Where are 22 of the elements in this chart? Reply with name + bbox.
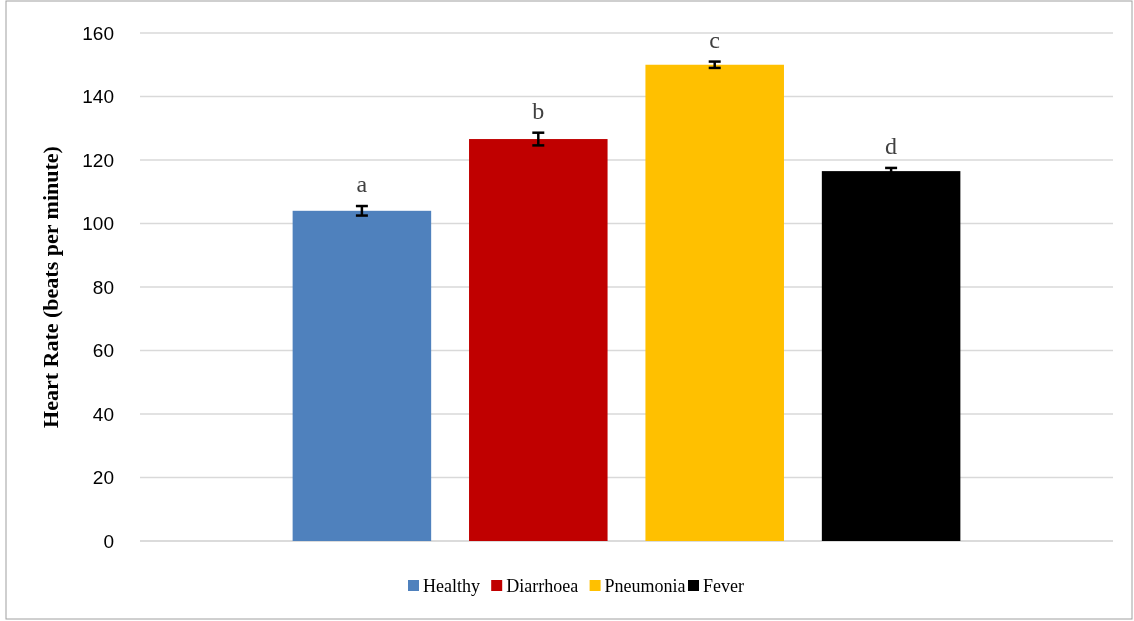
annotation: d — [885, 132, 898, 159]
annotation: b — [532, 97, 545, 124]
y-tick-label: 40 — [92, 403, 114, 425]
y-tick-label: 80 — [92, 276, 114, 298]
annotation: a — [356, 171, 368, 198]
y-tick-label: 100 — [82, 213, 114, 235]
bar — [469, 139, 608, 541]
y-tick-label: 140 — [82, 86, 114, 108]
y-tick-label: 60 — [92, 340, 114, 362]
y-axis-title: Heart Rate (beats per minute) — [38, 146, 63, 428]
legend-label: Fever — [703, 576, 744, 597]
y-tick-label: 20 — [92, 467, 114, 489]
legend-label: Pneumonia — [604, 576, 686, 597]
annotation: c — [709, 26, 721, 53]
y-tick-label: 160 — [82, 22, 114, 44]
y-tick-label: 120 — [82, 149, 114, 171]
bar — [821, 171, 961, 541]
legend-label: Diarrhoea — [506, 576, 579, 597]
y-tick-label: 0 — [103, 530, 114, 552]
bar — [292, 210, 432, 541]
legend-label: Healthy — [423, 576, 480, 597]
bar — [645, 64, 784, 541]
